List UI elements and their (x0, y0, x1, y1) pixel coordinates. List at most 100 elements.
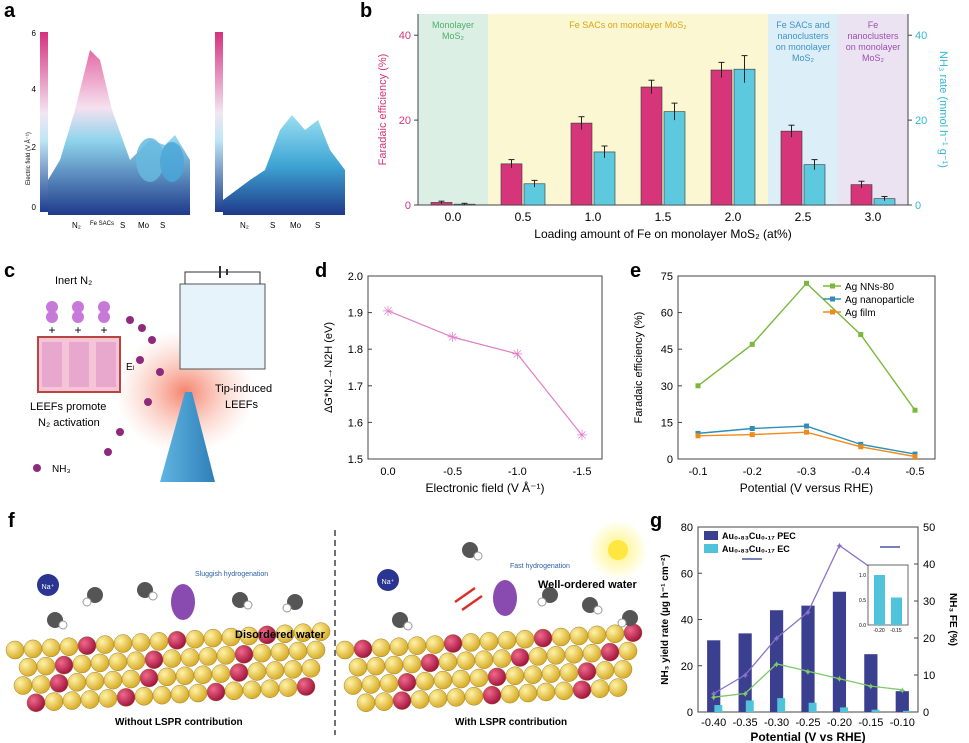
svg-text:+: + (74, 323, 81, 337)
legend-label: Ag nanoparticle (845, 295, 915, 306)
atom-gold (198, 647, 218, 666)
panel-label-f: f (8, 510, 15, 532)
atom-gold (546, 646, 566, 665)
y-tick-label: 60 (661, 308, 673, 320)
atom-gold (85, 671, 105, 691)
data-point: ✦ (835, 675, 843, 686)
legend-label: Au₀.₈₃Cu₀.₁₇ EC (722, 544, 790, 554)
bar (871, 709, 880, 712)
atom-gold (185, 629, 205, 649)
atom-gold (551, 627, 571, 647)
inset-x-label: -0.15 (890, 628, 902, 634)
legend-label: Ag NNs-80 (845, 282, 894, 293)
panel-g-bar-line-chart: 02040608001020304050✦✦✦✦✦✦✦✦✦✦✦✦✦✦Au₀.₈₃… (660, 522, 958, 743)
atom-gold (518, 683, 538, 703)
atom-gold (515, 629, 535, 649)
atom-gold (90, 653, 110, 673)
data-point: ✦ (898, 686, 906, 697)
bar (570, 122, 593, 206)
atom-gold (523, 665, 543, 684)
x-tick-label: -0.2 (743, 466, 762, 478)
data-point: ✳ (511, 346, 523, 362)
n2-molecule-icon (98, 301, 110, 313)
y-tick-label: 1.6 (348, 417, 363, 429)
bar (864, 654, 878, 712)
bar (707, 640, 721, 712)
bar (710, 69, 733, 206)
n2-molecule-icon (72, 301, 84, 313)
y-axis-label-left: Faradaic efficiency (%) (377, 54, 389, 166)
atom-gold (193, 665, 213, 684)
atom-gold (415, 671, 435, 691)
atom-gold (528, 647, 548, 666)
atom-gold (582, 643, 602, 663)
atom-gold (44, 692, 64, 711)
x-axis-label: Loading amount of Fe on monolayer MoS₂ (… (534, 227, 791, 241)
data-point: ✦ (772, 660, 780, 671)
atom-gold (180, 648, 200, 667)
atom-gold (492, 649, 512, 668)
y-tick-label-right: 10 (923, 670, 935, 682)
atom-red (26, 693, 46, 712)
atom-red (533, 628, 553, 648)
data-point (804, 423, 809, 429)
region-label: MoS₂ (862, 53, 885, 63)
y-tick-label-left: 20 (399, 115, 411, 127)
bar (808, 702, 817, 712)
atom-red (229, 663, 249, 682)
label-with: With LSPR contribution (455, 717, 567, 728)
x-axis-label: Potential (V versus RHE) (740, 481, 873, 495)
atom-gold (157, 667, 177, 687)
y-tick-label: 2.0 (348, 271, 363, 283)
y-tick-label-right: 20 (915, 115, 927, 127)
data-point (804, 429, 809, 435)
atom-gold (252, 643, 272, 663)
x-tick-label: -1.0 (508, 466, 527, 478)
n2-molecule-icon (46, 301, 58, 313)
data-point (858, 332, 864, 338)
atom-gold (500, 684, 520, 704)
colorbar-tick: 2 (32, 143, 37, 152)
atom-gold (402, 654, 422, 674)
series-line (713, 663, 903, 698)
atom-gold (343, 676, 363, 695)
x-tick-label: -0.15 (858, 717, 883, 729)
atom-red (577, 662, 597, 681)
y-tick-label-right: 20 (923, 633, 935, 645)
region-label: Fe SACs on monolayer MoS₂ (569, 20, 687, 30)
atom-gold (211, 664, 231, 683)
atom-red (144, 650, 164, 669)
data-point: ✳ (382, 303, 394, 319)
atom-gold (149, 632, 169, 651)
data-point (912, 454, 918, 460)
y-axis-label: Faradaic efficiency (%) (633, 312, 645, 424)
region-background (768, 14, 838, 205)
atom-gold (456, 651, 476, 670)
atom-gold (301, 659, 321, 678)
data-point (858, 444, 864, 450)
inset-bar (874, 575, 885, 625)
atom-gold (464, 687, 484, 706)
atom-gold (335, 640, 355, 660)
panel-label-e: e (630, 260, 642, 282)
bar (902, 710, 911, 712)
atom-gold (36, 656, 56, 676)
atom-gold (113, 634, 133, 653)
sodium-icon (377, 569, 399, 591)
x-tick-label: -0.4 (851, 466, 870, 478)
tip-icon (160, 392, 215, 482)
atom-gold (121, 669, 141, 689)
atom-gold (278, 678, 298, 697)
panel-label-g: g (650, 510, 663, 532)
y-tick-label-right: 50 (923, 522, 935, 534)
atom-gold (428, 689, 448, 708)
atom-gold (595, 661, 615, 680)
atom-gold (216, 646, 236, 665)
y-tick-label-right: 40 (923, 559, 935, 571)
legend-marker (830, 309, 835, 315)
atom-gold (311, 622, 331, 641)
data-point: ✦ (741, 690, 749, 701)
data-point (749, 341, 755, 347)
legend-swatch (704, 544, 718, 553)
data-point (749, 426, 755, 431)
